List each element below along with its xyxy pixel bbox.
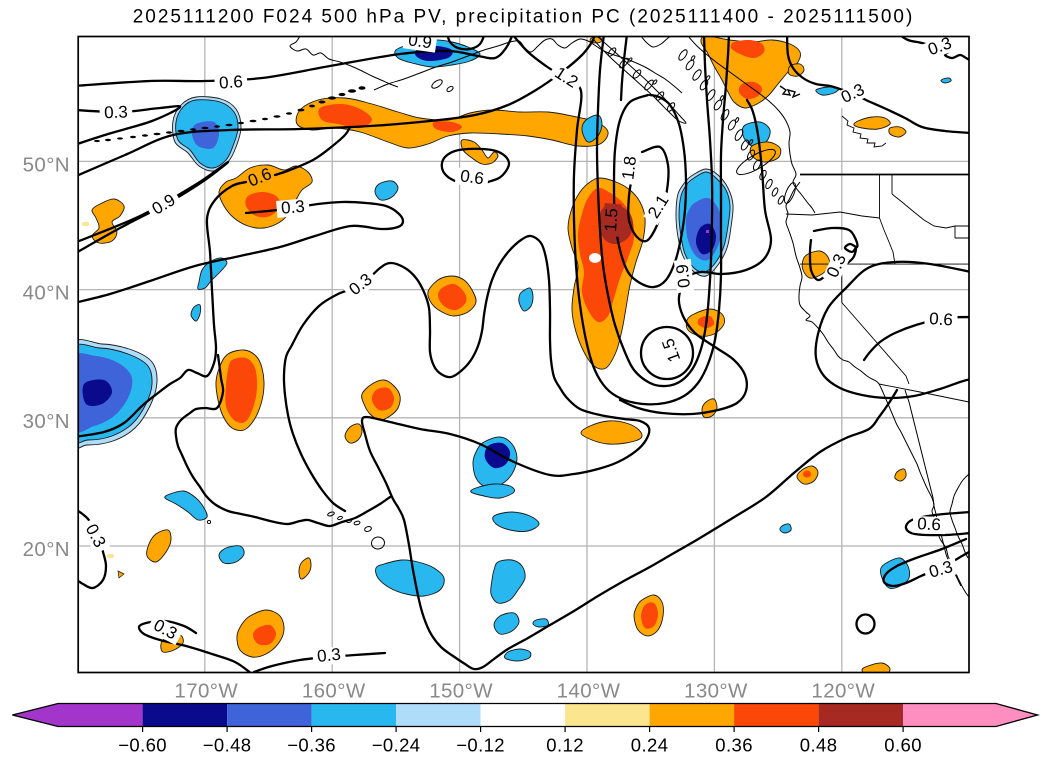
svg-text:150°W: 150°W [429, 680, 493, 703]
svg-text:170°W: 170°W [174, 680, 238, 703]
svg-text:−0.60: −0.60 [118, 735, 167, 756]
svg-text:130°W: 130°W [684, 680, 748, 703]
svg-text:0.24: 0.24 [631, 735, 669, 756]
svg-text:0.3: 0.3 [280, 197, 305, 218]
svg-text:0.3: 0.3 [925, 33, 954, 59]
svg-text:1.5: 1.5 [601, 207, 622, 232]
svg-text:0.12: 0.12 [546, 735, 584, 756]
svg-text:30°N: 30°N [23, 410, 70, 433]
svg-text:0.3: 0.3 [316, 645, 341, 666]
svg-text:0.60: 0.60 [884, 735, 922, 756]
svg-text:−0.24: −0.24 [372, 735, 421, 756]
svg-text:160°W: 160°W [302, 680, 366, 703]
svg-text:−0.12: −0.12 [456, 735, 505, 756]
svg-text:50°N: 50°N [23, 153, 70, 176]
svg-text:40°N: 40°N [23, 282, 70, 305]
svg-text:0.48: 0.48 [800, 735, 838, 756]
svg-text:140°W: 140°W [557, 680, 621, 703]
svg-text:−0.48: −0.48 [203, 735, 252, 756]
svg-text:−0.36: −0.36 [287, 735, 336, 756]
svg-text:0.3: 0.3 [104, 102, 128, 122]
svg-text:0.6: 0.6 [218, 72, 243, 93]
svg-text:0.36: 0.36 [715, 735, 753, 756]
svg-text:2025111200 F024 500 hPa PV, pr: 2025111200 F024 500 hPa PV, precipitatio… [133, 6, 915, 27]
svg-text:0.6: 0.6 [459, 166, 485, 188]
svg-text:0.9: 0.9 [407, 30, 433, 52]
svg-text:1.8: 1.8 [618, 155, 640, 181]
svg-text:0.6: 0.6 [929, 309, 954, 330]
svg-text:0.6: 0.6 [917, 514, 942, 534]
svg-text:120°W: 120°W [811, 680, 875, 703]
svg-text:0.9: 0.9 [673, 263, 694, 288]
svg-text:20°N: 20°N [23, 538, 70, 561]
